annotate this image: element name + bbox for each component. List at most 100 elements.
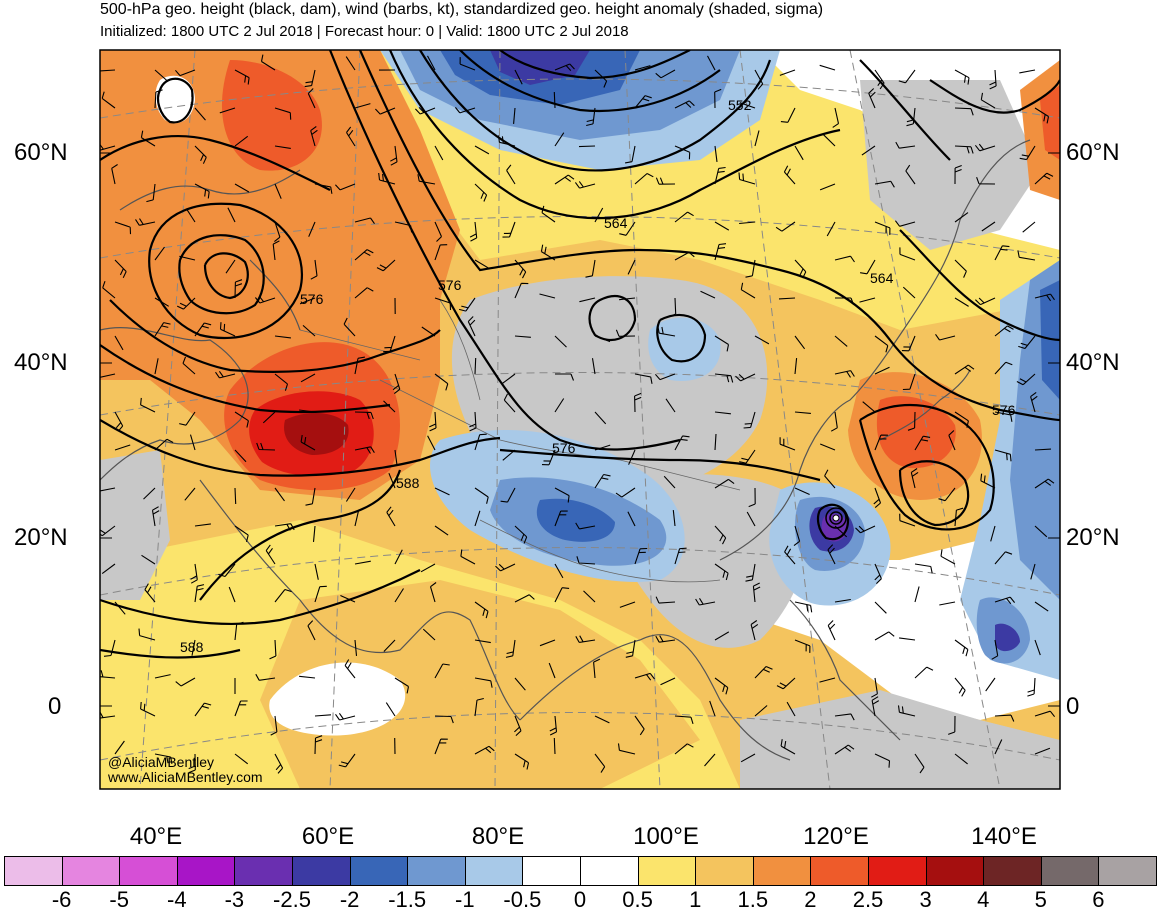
wind-barb xyxy=(474,639,491,644)
colorbar-tick-label: -6 xyxy=(51,887,72,912)
wind-barb xyxy=(871,677,878,698)
wind-barb xyxy=(554,174,575,185)
wind-barb xyxy=(862,401,876,413)
wind-barb xyxy=(907,411,916,431)
wind-barb xyxy=(474,745,495,755)
anomaly-red-ne xyxy=(1040,85,1060,160)
wind-barb xyxy=(553,737,556,755)
wind-barb xyxy=(274,588,292,603)
wind-barb xyxy=(794,145,804,161)
wind-barb xyxy=(578,145,596,148)
wind-barb xyxy=(265,544,276,565)
wind-barb xyxy=(740,282,756,299)
wind-barb xyxy=(707,55,716,71)
wind-barb xyxy=(154,69,168,82)
wind-barb xyxy=(154,674,171,679)
wind-barb xyxy=(140,701,156,717)
wind-barb xyxy=(834,713,855,721)
lat-label-60n-left: 60°N xyxy=(14,139,68,166)
wind-barb xyxy=(434,221,443,242)
wind-barb xyxy=(674,211,694,223)
wind-barb xyxy=(700,290,716,299)
contour-label: 564 xyxy=(604,215,628,231)
wind-barb xyxy=(784,545,796,565)
colorbar-tick-label: 1.5 xyxy=(737,887,769,912)
wind-barb xyxy=(835,297,855,305)
wind-barb xyxy=(819,443,836,451)
wind-barb xyxy=(100,69,116,72)
wind-barb xyxy=(832,107,840,128)
wind-barb xyxy=(665,398,676,413)
wind-barb xyxy=(310,259,318,280)
wind-barb xyxy=(585,259,596,278)
wind-barb xyxy=(634,392,642,413)
wind-barb xyxy=(786,701,796,717)
contour-label: 552 xyxy=(728,97,752,113)
colorbar-swatch xyxy=(580,856,639,886)
wind-barb xyxy=(634,547,648,565)
wind-barb xyxy=(300,373,316,383)
wind-barb xyxy=(940,549,956,565)
colorbar-swatch xyxy=(4,856,63,886)
wind-barb xyxy=(354,356,365,375)
wind-barb xyxy=(1016,373,1036,386)
wind-barb xyxy=(906,107,916,127)
wind-barb xyxy=(374,107,396,115)
wind-barb xyxy=(593,658,601,679)
wind-barb xyxy=(901,335,916,352)
wind-barb xyxy=(634,715,645,736)
lon-label-40e: 40°E xyxy=(129,823,183,850)
wind-barb xyxy=(376,259,396,272)
wind-barb xyxy=(594,753,606,773)
wind-barb xyxy=(103,639,116,657)
wind-barb xyxy=(305,487,316,506)
wind-barb xyxy=(954,69,970,85)
wind-barb xyxy=(914,666,934,679)
wind-barb xyxy=(154,246,165,261)
colorbar-tick-label: -1.5 xyxy=(388,887,427,912)
wind-barb xyxy=(897,705,916,717)
wind-barb xyxy=(994,449,1012,462)
wind-barb xyxy=(190,563,198,584)
lat-label-60n-right: 60°N xyxy=(1066,139,1120,166)
wind-barb xyxy=(100,487,116,492)
lat-label-0-right: 0 xyxy=(1066,693,1080,720)
wind-barb xyxy=(194,322,212,337)
contour-label: 564 xyxy=(870,270,894,286)
wind-barb xyxy=(314,183,333,194)
lat-label-40n-left: 40°N xyxy=(14,349,68,376)
wind-barb xyxy=(794,601,813,613)
wind-barb xyxy=(827,620,836,641)
wind-barb xyxy=(299,297,316,305)
wind-barb xyxy=(794,411,811,414)
anomaly-orange-southasia xyxy=(260,580,700,789)
wind-barb xyxy=(794,358,798,375)
wind-barb xyxy=(383,400,396,413)
contour-label: 576 xyxy=(992,402,1016,418)
wind-barb xyxy=(459,57,476,71)
wind-barb xyxy=(830,411,838,432)
wind-barb xyxy=(939,601,956,606)
lat-label-20n-left: 20°N xyxy=(14,524,68,551)
wind-barb xyxy=(754,335,770,345)
lon-label-60e: 60°E xyxy=(301,823,355,850)
wind-barb xyxy=(114,740,125,755)
map-frame xyxy=(99,49,1061,790)
colorbar-swatch xyxy=(810,856,869,886)
wind-barb xyxy=(634,95,652,109)
wind-barb xyxy=(794,335,806,350)
wind-barb xyxy=(709,700,716,717)
wind-barb xyxy=(184,487,196,501)
wind-barb xyxy=(420,563,436,573)
colorbar-tick-label: -3 xyxy=(224,887,245,912)
wind-barb xyxy=(474,145,490,155)
wind-barb xyxy=(234,183,250,193)
graticule xyxy=(100,50,1060,789)
wind-barb xyxy=(427,435,436,451)
wind-barb xyxy=(500,487,516,503)
lat-label-40n-right: 40°N xyxy=(1066,349,1120,376)
wind-barb xyxy=(823,134,836,147)
colorbar-swatch xyxy=(1098,856,1157,886)
colorbar-swatch xyxy=(234,856,293,886)
